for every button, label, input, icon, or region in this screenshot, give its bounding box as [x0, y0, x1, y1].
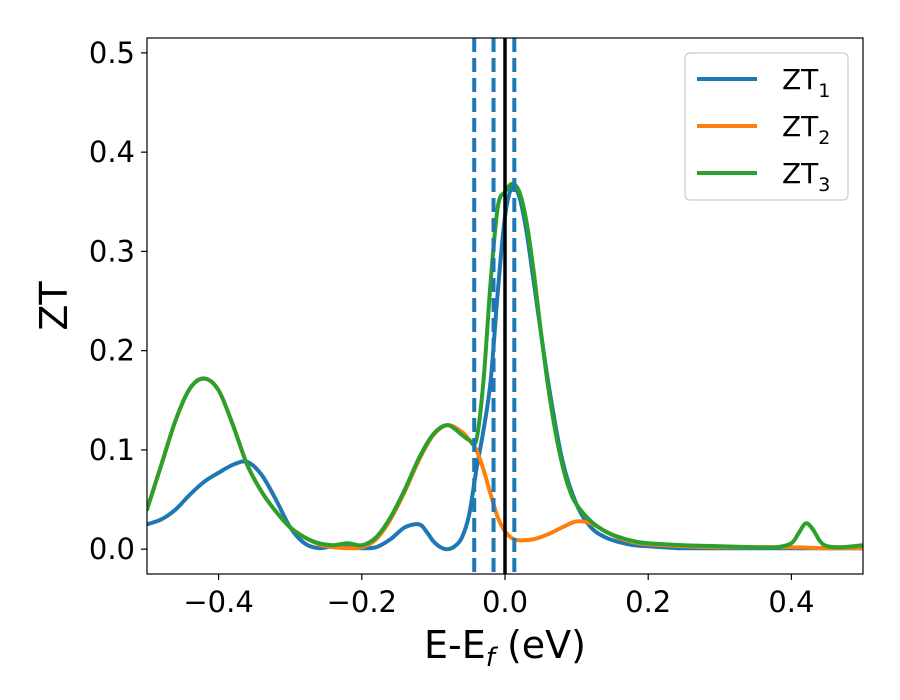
y-tick-label: 0.2: [89, 334, 135, 368]
x-axis-label: E-Ef (eV): [424, 623, 586, 673]
y-tick-label: 0.4: [89, 135, 135, 169]
x-tick-label: 0.0: [482, 585, 528, 619]
x-tick-label: −0.2: [327, 585, 397, 619]
legend-item-1: ZT1: [697, 63, 830, 102]
y-tick-label: 0.5: [89, 36, 135, 70]
x-axis-label-rest: (eV): [495, 623, 586, 667]
series-line-1: [147, 183, 863, 552]
y-tick-label: 0.3: [89, 234, 135, 268]
vline-layer: [472, 38, 517, 574]
y-axis-ticks: 0.0 0.1 0.2 0.3 0.4 0.5: [89, 36, 147, 566]
legend: ZT1 ZT2 ZT3: [684, 52, 849, 201]
legend-item-2: ZT2: [697, 110, 830, 149]
series-line-3: [147, 181, 863, 550]
x-axis-label-main: E-E: [424, 623, 486, 667]
x-axis-ticks: −0.4 −0.2 0.0 0.2 0.4: [183, 574, 814, 619]
legend-label: ZT2: [782, 110, 830, 149]
legend-box: [684, 52, 849, 201]
legend-label: ZT1: [782, 63, 830, 102]
y-tick-label: 0.1: [89, 433, 135, 467]
x-tick-label: −0.4: [183, 585, 253, 619]
x-tick-label: 0.2: [625, 585, 671, 619]
legend-label: ZT3: [782, 157, 830, 196]
y-axis-label: ZT: [32, 281, 76, 331]
x-tick-label: 0.4: [768, 585, 814, 619]
y-tick-label: 0.0: [89, 532, 135, 566]
legend-item-3: ZT3: [697, 157, 830, 196]
series-layer: [147, 181, 863, 552]
